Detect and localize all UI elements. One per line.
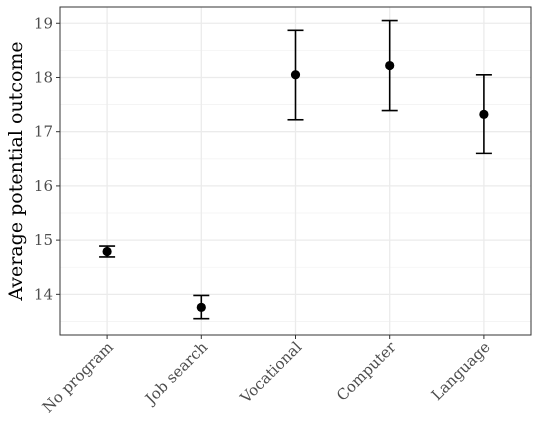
data-point <box>479 109 489 119</box>
y-tick-label: 14 <box>34 285 53 303</box>
data-point <box>196 302 206 312</box>
x-axis-ticks: No program Job search Vocational Computer La… <box>39 335 494 416</box>
data-point <box>102 246 112 257</box>
grid-major-lines <box>60 7 531 335</box>
x-tick-label: Computer <box>333 338 400 405</box>
y-tick-label: 18 <box>34 68 53 86</box>
data-points <box>102 60 489 312</box>
x-tick-label: Job search <box>140 338 211 409</box>
x-tick-label: No program <box>39 338 117 416</box>
data-point <box>385 60 395 71</box>
x-tick-label: Language <box>428 338 494 404</box>
y-tick-label: 17 <box>34 123 53 141</box>
y-tick-label: 15 <box>34 231 53 249</box>
y-tick-label: 16 <box>34 177 53 195</box>
y-axis-ticks: 14 15 16 17 18 19 <box>34 14 60 303</box>
data-point <box>290 70 301 80</box>
x-tick-label: Vocational <box>236 338 306 408</box>
y-axis-title: Average potential outcome <box>5 41 27 301</box>
y-tick-label: 19 <box>34 14 53 32</box>
